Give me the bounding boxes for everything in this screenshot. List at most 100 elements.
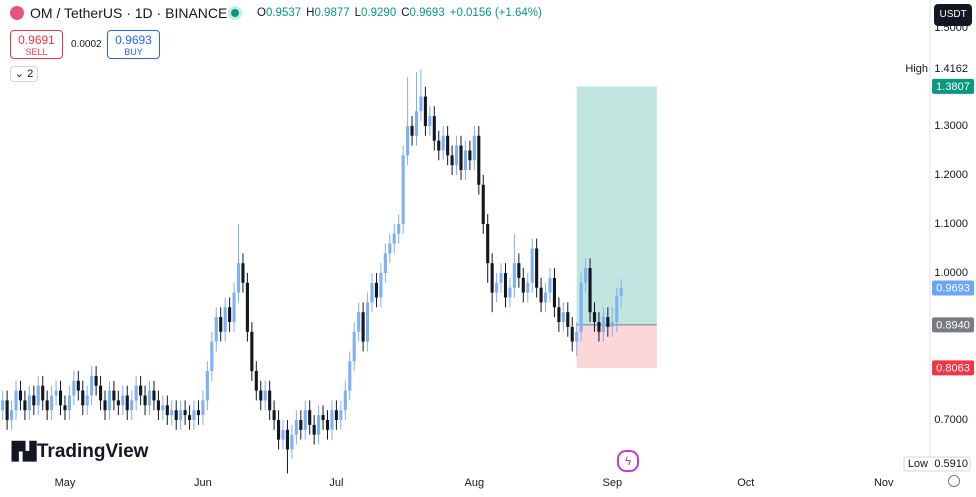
- candle-body: [27, 395, 31, 411]
- indicators-toggle[interactable]: ⌄ 2: [10, 66, 38, 82]
- y-tick-label: 0.7000: [934, 414, 968, 426]
- candle-body: [67, 395, 71, 411]
- candle-body: [54, 390, 58, 396]
- alert-icon[interactable]: ϟ: [617, 450, 639, 472]
- candle-body: [557, 307, 561, 322]
- candle-body: [365, 302, 370, 342]
- market-status: [231, 9, 239, 17]
- candle-body: [548, 277, 552, 293]
- candle-body: [463, 150, 468, 171]
- last-price-label: 0.9693: [936, 282, 970, 294]
- candle-body: [179, 410, 183, 421]
- buy-button[interactable]: 0.9693 BUY: [107, 30, 160, 59]
- spread: 0.0002: [71, 39, 102, 50]
- candle-body: [125, 395, 129, 411]
- candle-body: [490, 263, 494, 293]
- candle-body: [223, 307, 227, 332]
- candle-body: [334, 410, 338, 421]
- logo-text: TradingView: [36, 441, 149, 462]
- candle-body: [263, 390, 267, 401]
- candle-body: [85, 395, 89, 406]
- candle-body: [588, 268, 592, 313]
- ohlc-value: 0.9290: [361, 7, 397, 19]
- candle-body: [388, 243, 392, 254]
- candle-body: [325, 420, 330, 430]
- candle-body: [303, 410, 307, 430]
- candle-body: [308, 410, 312, 425]
- sell-button[interactable]: 0.9691 SELL: [10, 30, 63, 59]
- candle-body: [575, 331, 579, 342]
- candle-body: [481, 184, 485, 224]
- candle-body: [579, 282, 583, 332]
- buy-label: BUY: [124, 47, 143, 57]
- candle-body: [1, 400, 5, 411]
- candle-body: [232, 292, 236, 322]
- logo: ▛▟ TradingView: [12, 441, 148, 463]
- candle-body: [392, 233, 396, 244]
- currency-button[interactable]: USDT ⌄: [934, 4, 972, 42]
- candle-body: [94, 375, 98, 386]
- candle-body: [139, 385, 143, 396]
- x-tick-label: Oct: [737, 477, 754, 489]
- symbol-icon: [10, 6, 24, 20]
- candle-body: [517, 263, 521, 278]
- candle-body: [468, 150, 472, 161]
- candle-body: [397, 223, 401, 234]
- candle-body: [32, 395, 36, 406]
- candle-body: [486, 223, 490, 264]
- candle-body: [214, 317, 218, 342]
- ohlc-label: C: [401, 7, 410, 19]
- settings-button[interactable]: [948, 475, 960, 487]
- candle-body: [543, 292, 548, 303]
- candle-body: [428, 116, 432, 126]
- candle-body: [161, 405, 165, 411]
- candle-body: [330, 410, 334, 430]
- candle-body: [601, 317, 605, 332]
- candle-body: [285, 429, 290, 450]
- high-label: High: [905, 63, 928, 75]
- sell-price: 0.9691: [18, 33, 55, 47]
- symbol[interactable]: OM / TetherUS · 1D · BINANCE: [30, 5, 228, 21]
- candle-body: [348, 361, 352, 391]
- candle-body: [116, 400, 120, 406]
- x-tick-label: Jun: [194, 477, 212, 489]
- candle-body: [107, 390, 112, 411]
- candle-body: [499, 272, 503, 283]
- indicator-count: 2: [27, 68, 34, 80]
- candle-body: [370, 282, 374, 303]
- candle-body: [472, 135, 476, 161]
- candle-body: [619, 288, 623, 296]
- candle-body: [584, 268, 588, 283]
- candle-body: [592, 312, 597, 322]
- candle-body: [50, 395, 54, 411]
- candle-body: [503, 272, 508, 298]
- candle-body: [228, 307, 232, 322]
- candle-body: [210, 341, 214, 372]
- candle-body: [566, 312, 570, 327]
- x-tick-label: May: [55, 477, 76, 489]
- ohlc-label: H: [306, 7, 315, 19]
- candle-body: [535, 248, 539, 288]
- candle-body: [374, 282, 379, 298]
- candle-body: [245, 282, 249, 332]
- candle-body: [183, 410, 187, 416]
- y-tick-label: 1.0000: [934, 267, 968, 279]
- candle-body: [361, 312, 365, 342]
- candle-body: [552, 277, 556, 308]
- candle-body: [272, 410, 276, 421]
- high-value: 1.4162: [934, 63, 968, 75]
- candle-body: [259, 390, 263, 401]
- ohlc-value: 0.9877: [314, 7, 350, 19]
- candle-body: [41, 385, 45, 401]
- candle-body: [170, 410, 174, 416]
- candle-body: [205, 371, 209, 401]
- ohlc-label: O: [257, 7, 266, 19]
- candle-body: [103, 400, 107, 411]
- candle-body: [343, 390, 347, 411]
- candle-body: [250, 331, 254, 372]
- candle-body: [299, 420, 303, 430]
- candle-body: [477, 135, 481, 185]
- candle-body: [423, 96, 427, 126]
- candle-body: [410, 125, 414, 136]
